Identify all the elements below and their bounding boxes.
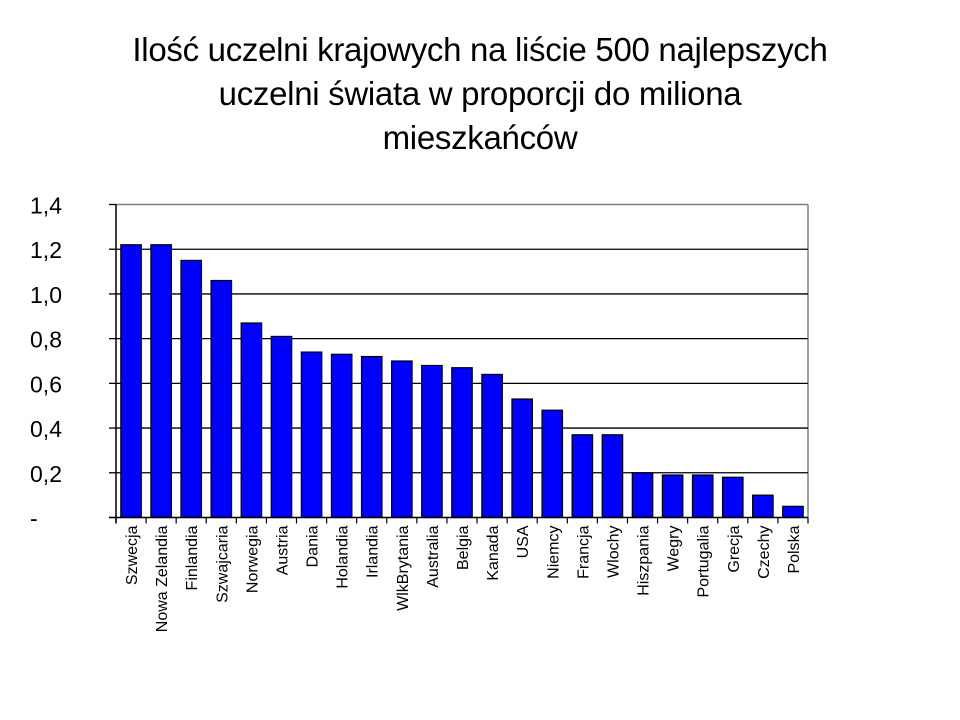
x-tick-label: Francja xyxy=(575,525,592,578)
x-tick-label: Szwecja xyxy=(124,525,141,585)
x-tick-label: Irlandia xyxy=(365,525,382,578)
x-tick-label: Nowa Zelandia xyxy=(154,525,171,632)
bar-grecja xyxy=(721,476,744,519)
y-tick-label: - xyxy=(30,506,38,532)
x-tick-label: Norwegia xyxy=(244,525,261,593)
x-tick-label: Finlandia xyxy=(184,525,201,590)
chart-title-line-1: Ilość uczelni krajowych na liście 500 na… xyxy=(132,31,828,68)
bar-nowa-zelandia xyxy=(150,244,172,519)
x-tick-label: Holandia xyxy=(335,525,352,588)
chart-title-line-2: uczelni świata w proporcji do miliona xyxy=(218,75,742,112)
y-tick-label: 0,8 xyxy=(30,327,62,353)
bar-kanada xyxy=(481,373,503,519)
bar-szwajcaria xyxy=(210,279,233,519)
y-tick-label: 1,4 xyxy=(30,193,62,219)
x-tick-label: Wlochy xyxy=(605,526,622,578)
x-tick-label: USA xyxy=(515,525,532,558)
bar-niemcy xyxy=(541,409,564,519)
x-tick-label: Grecja xyxy=(726,525,743,572)
y-tick-label: 0,4 xyxy=(30,416,62,442)
x-tick-label: Australia xyxy=(425,525,442,587)
x-axis-tick-labels: Szwecja Nowa Zelandia Finlandia Szwajcaria N… xyxy=(124,525,803,632)
bar-finlandia xyxy=(180,259,203,519)
bar-norwegia xyxy=(240,322,263,519)
bar-austria xyxy=(270,335,293,519)
bar-wegry xyxy=(661,474,684,519)
x-tick-label: Polska xyxy=(786,525,803,573)
bar-wlkbrytania xyxy=(390,360,413,519)
x-tick-label: Czechy xyxy=(756,526,773,579)
y-tick-label: 0,2 xyxy=(30,461,62,487)
x-tick-label: Niemcy xyxy=(545,526,562,579)
bar-wlochy xyxy=(601,434,624,519)
bar-belgia xyxy=(451,367,473,519)
bar-usa xyxy=(511,398,534,519)
bar-holandia xyxy=(330,353,353,519)
y-tick-label: 0,6 xyxy=(30,371,62,397)
bar-szwecja xyxy=(120,244,142,519)
y-tick-label: 1,0 xyxy=(30,282,62,308)
bar-hiszpania xyxy=(631,472,654,519)
bar-australia xyxy=(421,364,443,519)
chart-title: Ilość uczelni krajowych na liście 500 na… xyxy=(80,28,880,160)
y-axis-tick-labels: - 0,2 0,4 0,6 0,8 1,0 1,2 1,4 xyxy=(30,193,62,532)
bar-czechy xyxy=(752,494,774,519)
chart-title-line-3: mieszkańców xyxy=(382,119,578,156)
bar-portugalia xyxy=(691,474,714,519)
x-tick-label: Szwajcaria xyxy=(214,525,231,602)
bar-polska xyxy=(782,505,804,519)
x-tick-label: Portugalia xyxy=(696,525,713,597)
x-tick-label: WlkBrytania xyxy=(395,525,412,610)
bar-irlandia xyxy=(360,355,383,519)
x-tick-label: Hiszpania xyxy=(636,525,653,595)
x-tick-label: Belgia xyxy=(455,525,472,570)
y-tick-label: 1,2 xyxy=(30,237,62,263)
bar-dania xyxy=(300,351,323,519)
axes xyxy=(109,203,809,524)
x-tick-label: Dania xyxy=(305,525,322,567)
x-tick-label: Kanada xyxy=(485,525,502,580)
x-tick-label: Austria xyxy=(274,525,291,575)
bar-francja xyxy=(571,434,594,519)
x-tick-label: Wegry xyxy=(666,526,683,572)
bars xyxy=(120,244,804,519)
